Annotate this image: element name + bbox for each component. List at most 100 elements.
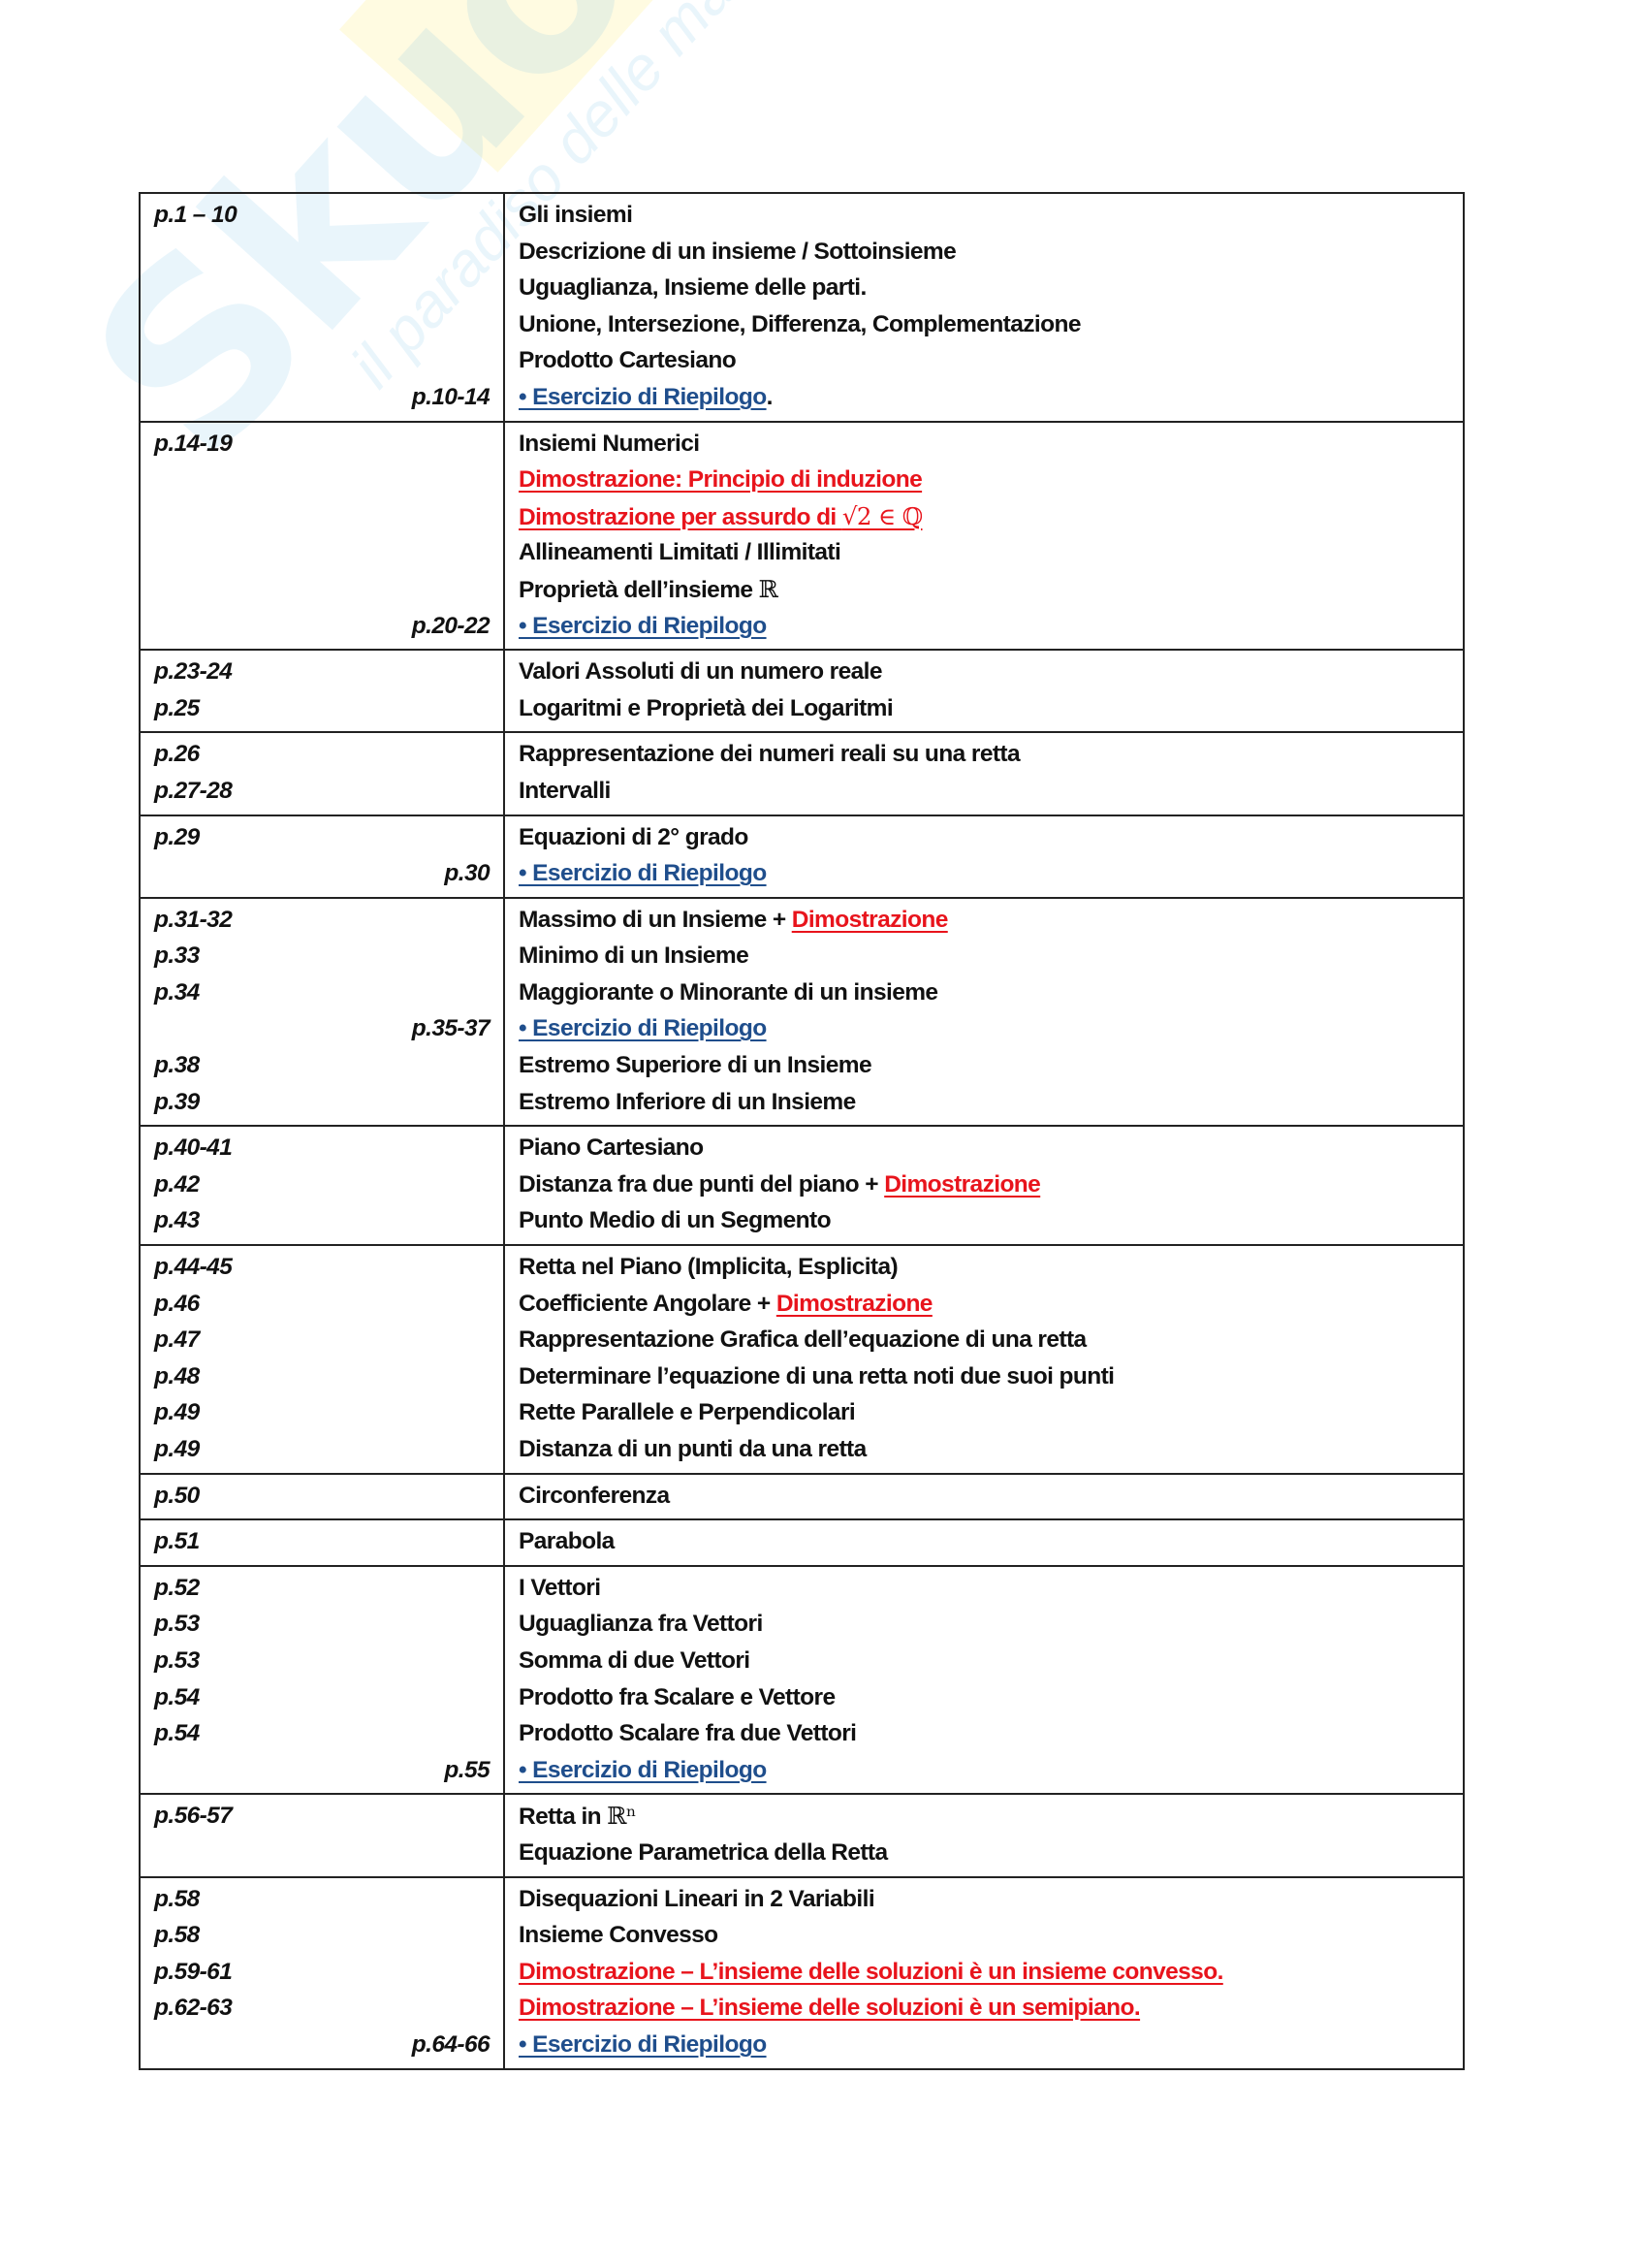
page-cell: p.31-32 p.33 p.34 p.35-37 p.38 p.39 — [139, 896, 505, 1128]
exercise-link[interactable]: • Esercizio di Riepilogo — [519, 2030, 767, 2058]
topic-line: Unione, Intersezione, Differenza, Comple… — [519, 306, 1463, 343]
topic-text: Minimo di un Insieme — [519, 942, 749, 970]
topic-line: Allineamenti Limitati / Illimitati — [519, 534, 1463, 571]
table-row: p.52 p.53 p.53 p.54 p.54 p.55 I Vettori Uguagli… — [139, 1564, 1465, 1796]
page-reference: p.51 — [154, 1528, 200, 1555]
topic-text: Rappresentazione Grafica dell’equazione … — [519, 1326, 1087, 1354]
page-reference — [154, 306, 490, 343]
page-reference: p.29 — [154, 823, 200, 850]
page-reference: p.49 — [154, 1399, 200, 1426]
topic-text: Valori Assoluti di un numero reale — [519, 658, 882, 686]
topic-text: Rappresentazione dei numeri reali su una… — [519, 741, 1021, 768]
topic-text: Uguaglianza, Insieme delle parti. — [519, 274, 867, 302]
page-reference: p.33 — [154, 942, 200, 970]
topic-line: Punto Medio di un Segmento — [519, 1202, 1463, 1239]
topic-line: • Esercizio di Riepilogo — [519, 855, 1463, 892]
page-reference: p.58 — [154, 1885, 200, 1912]
topic-line: Insiemi Numerici — [519, 426, 1463, 463]
page-reference: p.49 — [154, 1436, 200, 1462]
table-row: p.56-57 Retta in ℝⁿ Equazione Parametrica … — [139, 1793, 1465, 1878]
page-cell: p.1 – 10 p.10-14 — [139, 192, 505, 423]
topic-line: Estremo Superiore di un Insieme — [519, 1047, 1463, 1084]
topic-line: Prodotto fra Scalare e Vettore — [519, 1679, 1463, 1716]
table-row: p.1 – 10 p.10-14 Gli insiemi Descrizione di… — [139, 192, 1465, 423]
topic-text: Prodotto Scalare fra due Vettori — [519, 1720, 857, 1747]
page-reference: p.30 — [444, 860, 490, 887]
topic-line: • Esercizio di Riepilogo. — [519, 379, 1463, 416]
topic-line: Dimostrazione – L’insieme delle soluzion… — [519, 1954, 1463, 1991]
exercise-link[interactable]: • Esercizio di Riepilogo — [519, 860, 767, 887]
topic-text: Coefficiente Angolare + — [519, 1290, 776, 1317]
topic-text: Unione, Intersezione, Differenza, Comple… — [519, 310, 1081, 337]
exercise-link[interactable]: • Esercizio di Riepilogo — [519, 1756, 767, 1783]
topic-text: Equazione Parametrica della Retta — [519, 1838, 888, 1866]
topic-text: Gli insiemi — [519, 202, 633, 228]
page-reference: p.34 — [154, 978, 200, 1006]
table-row: p.29 p.30 Equazioni di 2° grado • Esercizio… — [139, 814, 1465, 899]
topic-text: Retta nel Piano (Implicita, Esplicita) — [519, 1254, 899, 1281]
demonstration-link[interactable]: Dimostrazione — [884, 1170, 1041, 1198]
topic-text: Piano Cartesiano — [519, 1134, 704, 1162]
math-symbol: ℝ — [758, 574, 778, 603]
topic-line: Minimo di un Insieme — [519, 938, 1463, 974]
demonstration-link[interactable]: Dimostrazione – L’insieme delle soluzion… — [519, 1958, 1223, 1985]
topic-line: Coefficiente Angolare + Dimostrazione — [519, 1286, 1463, 1323]
topic-text: Punto Medio di un Segmento — [519, 1207, 832, 1234]
topic-text: Logaritmi e Proprietà dei Logaritmi — [519, 694, 894, 721]
page-reference — [154, 234, 490, 271]
page-cell: p.52 p.53 p.53 p.54 p.54 p.55 — [139, 1564, 505, 1796]
topic-text: Massimo di un Insieme + — [519, 906, 792, 933]
exercise-link[interactable]: • Esercizio di Riepilogo — [519, 383, 767, 410]
page-reference — [154, 498, 490, 535]
table-row: p.31-32 p.33 p.34 p.35-37 p.38 p.39 Massimo di… — [139, 896, 1465, 1128]
page-cell: p.23-24 p.25 — [139, 649, 505, 734]
page-reference: p.23-24 — [154, 658, 233, 686]
topic-line: • Esercizio di Riepilogo — [519, 608, 1463, 645]
page-reference: p.39 — [154, 1088, 200, 1115]
topic-text: Circonferenza — [519, 1482, 670, 1509]
topic-line: Dimostrazione per assurdo di √2 ∈ ℚ — [519, 498, 1463, 535]
page-cell: p.44-45 p.46 p.47 p.48 p.49 p.49 — [139, 1244, 505, 1475]
table-row: p.26 p.27-28 Rappresentazione dei numeri r… — [139, 731, 1465, 816]
page-reference: p.59-61 — [154, 1958, 233, 1985]
page-reference — [154, 462, 490, 498]
topic-cell: Gli insiemi Descrizione di un insieme / S… — [503, 192, 1465, 423]
topic-cell: Retta in ℝⁿ Equazione Parametrica della R… — [503, 1793, 1465, 1878]
demonstration-link[interactable]: Dimostrazione: Principio di induzione — [519, 466, 923, 494]
topic-text: Equazioni di 2° grado — [519, 823, 748, 850]
page-reference: p.40-41 — [154, 1134, 233, 1162]
topic-text: . — [766, 383, 774, 410]
demonstration-link[interactable]: Dimostrazione — [791, 906, 949, 933]
topic-line: Prodotto Scalare fra due Vettori — [519, 1715, 1463, 1752]
index-table: p.1 – 10 p.10-14 Gli insiemi Descrizione di… — [139, 192, 1465, 2070]
exercise-link[interactable]: • Esercizio di Riepilogo — [519, 1015, 767, 1042]
topic-cell: Parabola — [503, 1518, 1465, 1567]
topic-line: Determinare l’equazione di una retta not… — [519, 1358, 1463, 1395]
page-reference: p.27-28 — [154, 777, 233, 804]
topic-line: Massimo di un Insieme + Dimostrazione — [519, 902, 1463, 939]
topic-line: Rappresentazione dei numeri reali su una… — [519, 736, 1463, 773]
page-reference: p.43 — [154, 1207, 200, 1234]
page-cell: p.51 — [139, 1518, 505, 1567]
topic-line: Retta nel Piano (Implicita, Esplicita) — [519, 1249, 1463, 1286]
topic-line: • Esercizio di Riepilogo — [519, 1752, 1463, 1789]
exercise-link[interactable]: • Esercizio di Riepilogo — [519, 612, 767, 639]
demonstration-link[interactable]: Dimostrazione – L’insieme delle soluzion… — [519, 1995, 1141, 2022]
page-cell: p.29 p.30 — [139, 814, 505, 899]
topic-text: Insieme Convesso — [519, 1922, 718, 1949]
page-reference — [154, 342, 490, 379]
topic-text: Prodotto fra Scalare e Vettore — [519, 1683, 836, 1710]
demonstration-link[interactable]: Dimostrazione — [775, 1290, 933, 1317]
topic-text: Parabola — [519, 1528, 615, 1555]
page-cell: p.58 p.58 p.59-61 p.62-63 p.64-66 — [139, 1875, 505, 2070]
page-reference: p.31-32 — [154, 906, 233, 933]
topic-text: Somma di due Vettori — [519, 1646, 750, 1674]
table-row: p.14-19 p.20-22 Insiemi Numerici Dimostrazi… — [139, 420, 1465, 652]
page-reference: p.56-57 — [154, 1803, 233, 1830]
page-cell: p.40-41 p.42 p.43 — [139, 1125, 505, 1247]
demonstration-link-math[interactable]: √2 ∈ ℚ — [841, 501, 923, 530]
page-reference: p.58 — [154, 1922, 200, 1949]
demonstration-link[interactable]: Dimostrazione per assurdo di — [519, 503, 842, 530]
page-cell: p.26 p.27-28 — [139, 731, 505, 816]
topic-text: Disequazioni Lineari in 2 Variabili — [519, 1885, 875, 1912]
